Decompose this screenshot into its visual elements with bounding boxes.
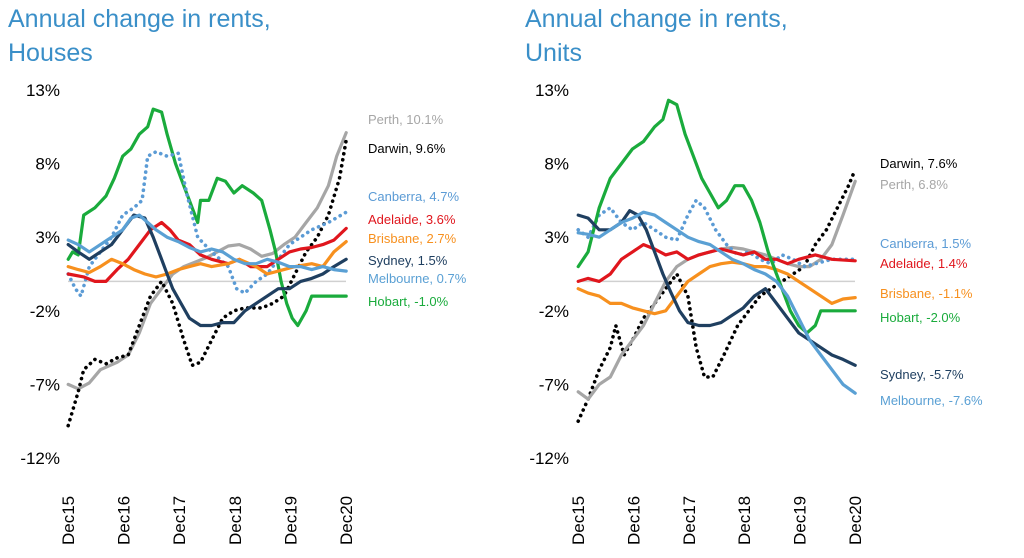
series-line-brisbane bbox=[576, 260, 857, 316]
y-tick-label: -12% bbox=[20, 449, 60, 468]
series-label-canberra: Canberra, 1.5% bbox=[880, 236, 971, 251]
chart-title-line-1: Annual change in rents, bbox=[8, 5, 271, 33]
series-label-melbourne: Melbourne, -7.6% bbox=[880, 393, 983, 408]
chart-title-line-2: Houses bbox=[8, 39, 93, 67]
series-label-darwin: Darwin, 9.6% bbox=[368, 141, 446, 156]
series-label-canberra: Canberra, 4.7% bbox=[368, 189, 459, 204]
series-label-adelaide: Adelaide, 1.4% bbox=[880, 256, 968, 271]
y-tick-label: 3% bbox=[544, 228, 569, 247]
x-tick-label: Dec18 bbox=[226, 496, 245, 545]
series-line-hobart bbox=[66, 107, 348, 328]
x-tick-label: Dec15 bbox=[569, 496, 588, 545]
units-line-chart: 13% 8% 3% -2% -7% -12% Dec15 Dec16 Dec17 Dec18 Dec… bbox=[529, 81, 983, 545]
y-tick-label: -2% bbox=[30, 302, 60, 321]
series-line-perth bbox=[66, 131, 348, 391]
series-line-sydney bbox=[576, 209, 857, 367]
y-tick-label: -2% bbox=[539, 302, 569, 321]
series-line-darwin bbox=[66, 138, 348, 428]
series-line-hobart bbox=[576, 98, 857, 335]
chart-title: Annual change in rents, Houses bbox=[8, 2, 271, 70]
houses-line-chart: 13% 8% 3% -2% -7% -12% Dec15 Dec16 Dec17 Dec18 Dec… bbox=[20, 81, 467, 545]
x-tick-label: Dec20 bbox=[337, 496, 356, 545]
series-label-perth: Perth, 10.1% bbox=[368, 112, 444, 127]
series-label-brisbane: Brisbane, -1.1% bbox=[880, 286, 973, 301]
x-tick-label: Dec20 bbox=[846, 496, 865, 545]
x-tick-label: Dec19 bbox=[791, 496, 810, 545]
y-tick-label: -7% bbox=[539, 375, 569, 394]
series-line-adelaide bbox=[576, 243, 857, 283]
chart-title: Annual change in rents, Units bbox=[525, 2, 788, 70]
x-tick-label: Dec16 bbox=[624, 496, 643, 545]
y-tick-label: 8% bbox=[35, 155, 60, 174]
series-line-melbourne bbox=[576, 210, 857, 395]
x-tick-label: Dec17 bbox=[680, 496, 699, 545]
series-label-darwin: Darwin, 7.6% bbox=[880, 156, 958, 171]
series-line-sydney bbox=[66, 213, 348, 328]
houses-chart-panel: Annual change in rents, Houses 13% 8% 3% -2… bbox=[8, 2, 467, 545]
series-label-sydney: Sydney, 1.5% bbox=[368, 253, 448, 268]
x-tick-label: Dec17 bbox=[170, 496, 189, 545]
series-line-canberra bbox=[66, 150, 348, 298]
chart-title-line-1: Annual change in rents, bbox=[525, 5, 788, 33]
units-chart-panel: Annual change in rents, Units 13% 8% 3% -2%… bbox=[512, 0, 1024, 558]
series-label-melbourne: Melbourne, 0.7% bbox=[368, 271, 467, 286]
series-label-hobart: Hobart, -1.0% bbox=[368, 294, 449, 309]
x-tick-label: Dec15 bbox=[59, 496, 78, 545]
series-line-adelaide bbox=[66, 220, 348, 283]
series-label-sydney: Sydney, -5.7% bbox=[880, 367, 964, 382]
x-tick-label: Dec16 bbox=[115, 496, 134, 545]
chart-title-line-2: Units bbox=[525, 39, 582, 67]
series-label-perth: Perth, 6.8% bbox=[880, 177, 948, 192]
series-label-hobart: Hobart, -2.0% bbox=[880, 310, 961, 325]
series-line-melbourne bbox=[66, 213, 348, 273]
x-tick-label: Dec19 bbox=[281, 496, 300, 545]
y-tick-label: 8% bbox=[544, 155, 569, 174]
series-label-adelaide: Adelaide, 3.6% bbox=[368, 212, 456, 227]
y-tick-label: 13% bbox=[535, 81, 569, 100]
x-tick-label: Dec18 bbox=[735, 496, 754, 545]
y-tick-label: 13% bbox=[26, 81, 60, 100]
y-tick-label: 3% bbox=[35, 228, 60, 247]
series-label-brisbane: Brisbane, 2.7% bbox=[368, 231, 457, 246]
y-tick-label: -7% bbox=[30, 375, 60, 394]
y-tick-label: -12% bbox=[529, 449, 569, 468]
